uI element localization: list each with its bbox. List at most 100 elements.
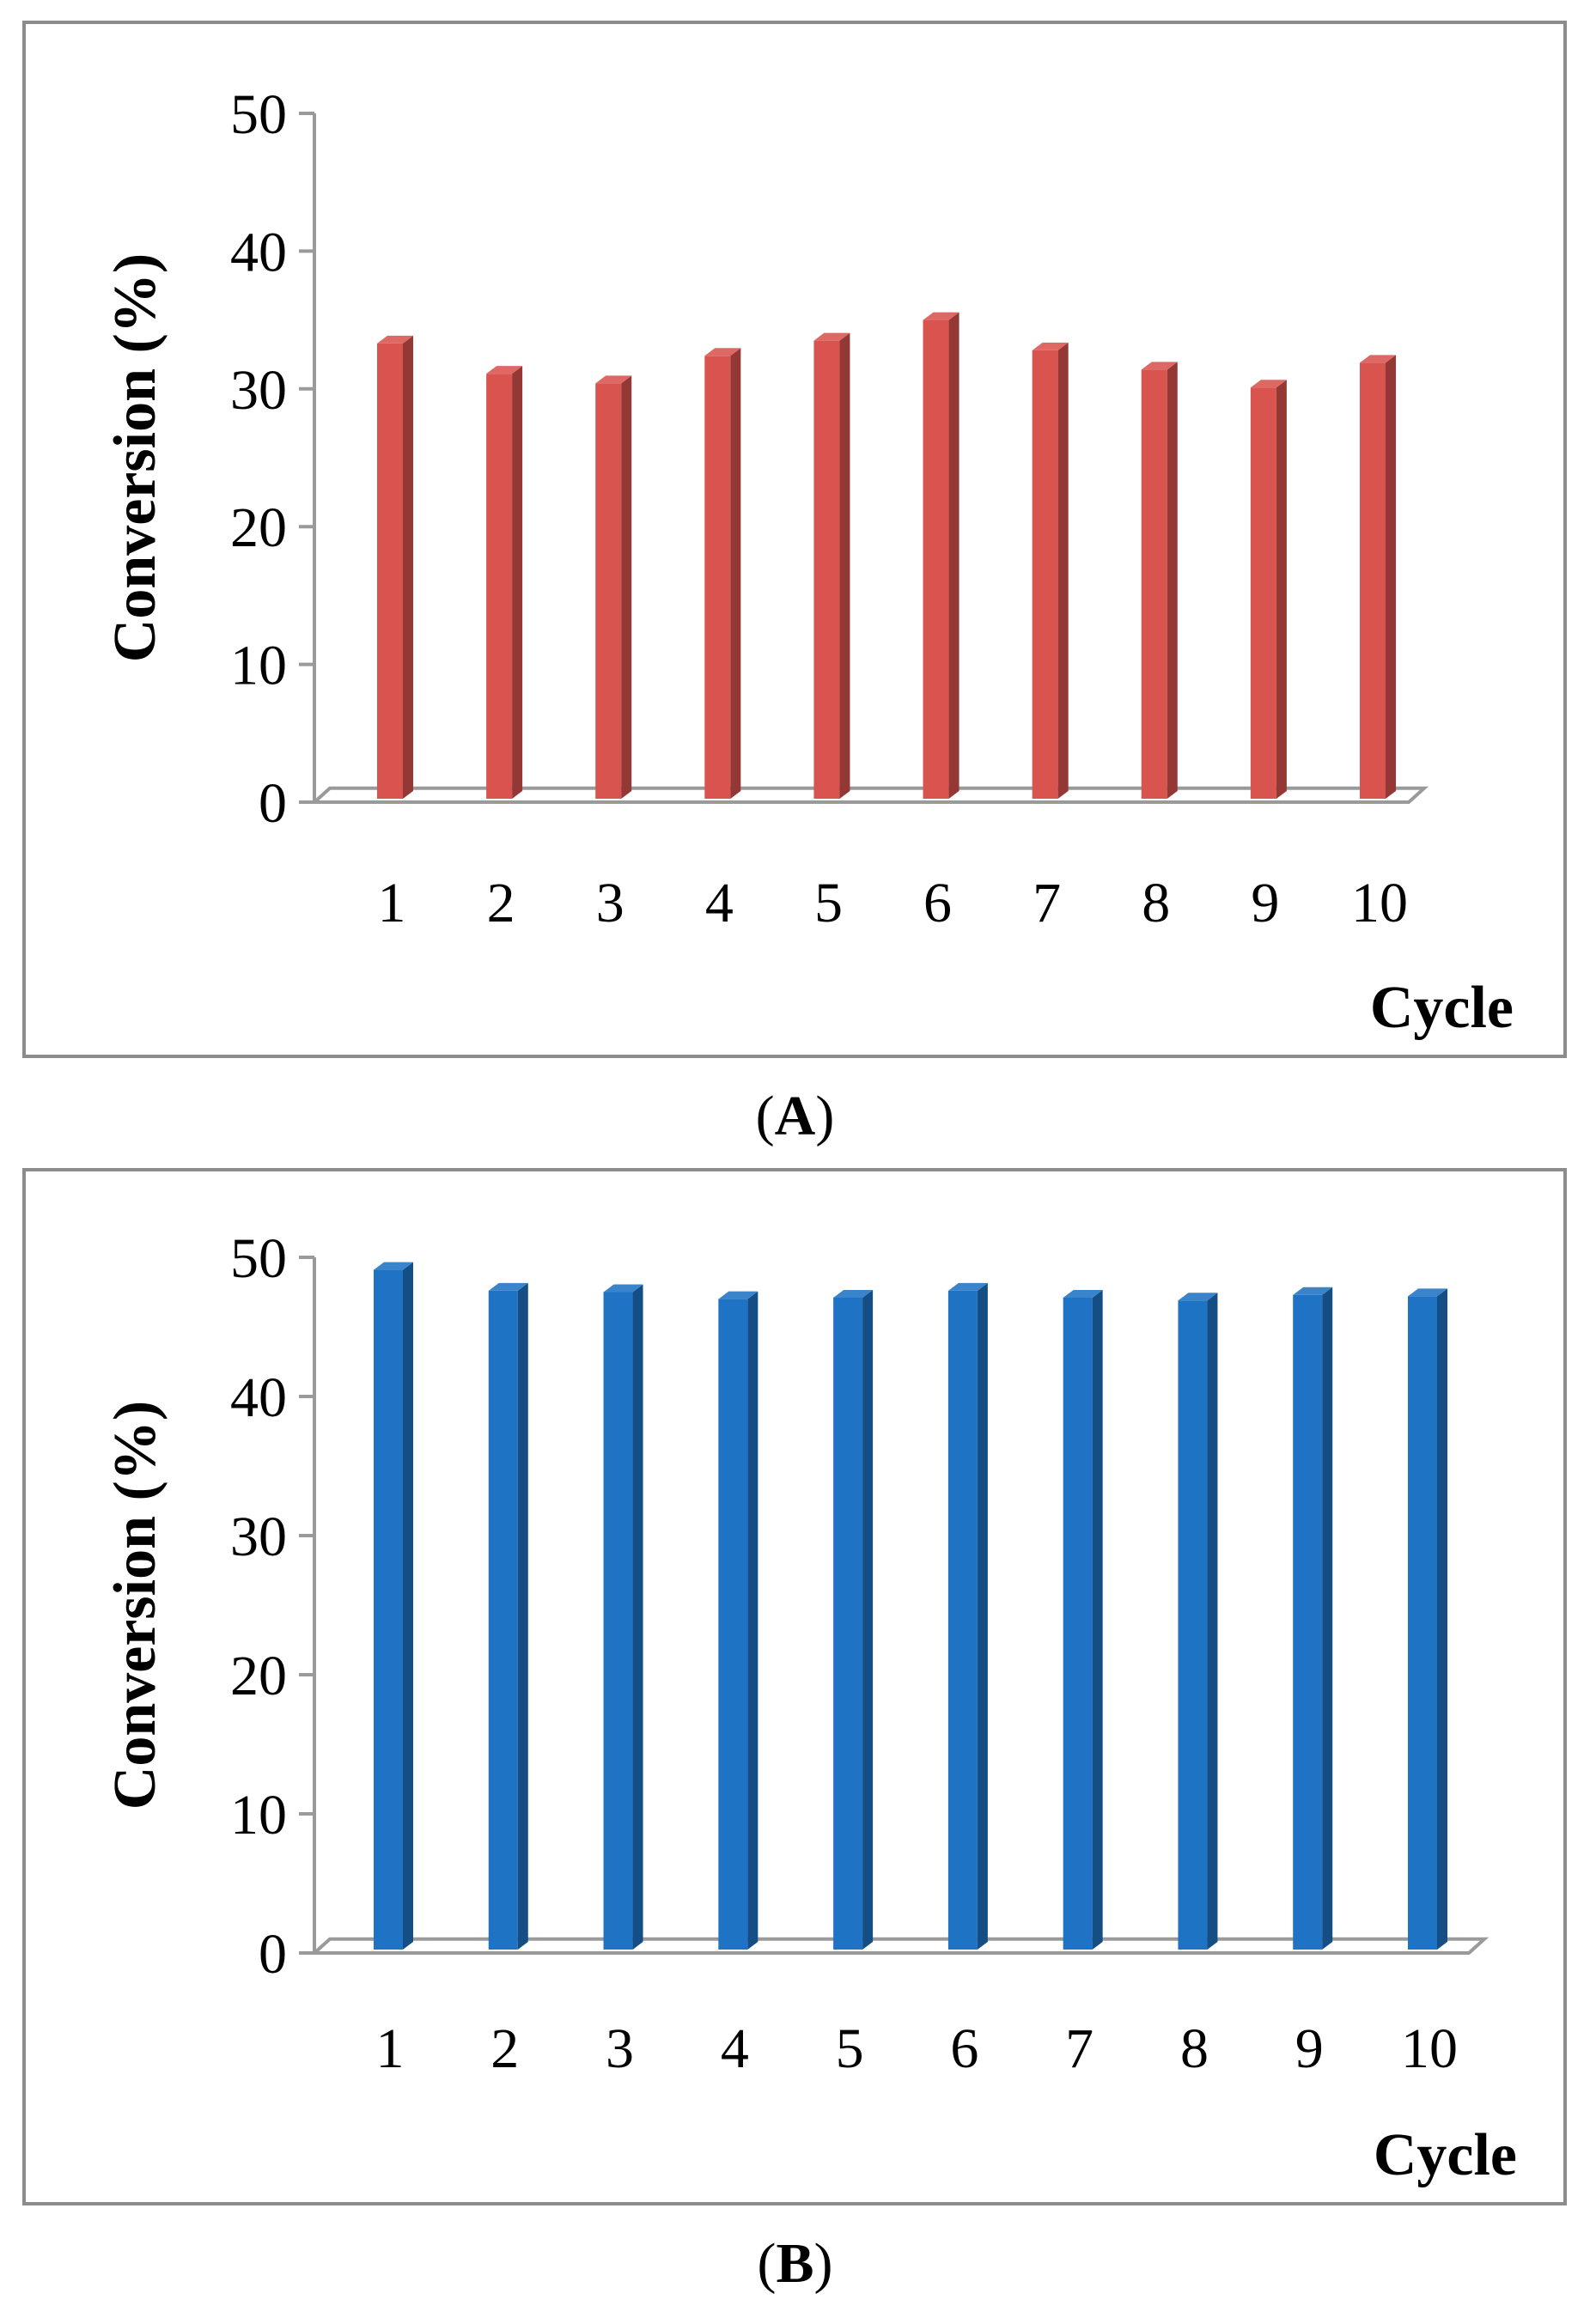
x-tick-label: 2 — [490, 2017, 519, 2080]
x-tick-label: 4 — [705, 872, 734, 934]
x-axis-title: Cycle — [1374, 2122, 1517, 2188]
bar-top-face — [1408, 1288, 1447, 1297]
bar-front-face — [1360, 362, 1386, 799]
bar-side-face — [632, 1284, 643, 1950]
bar-8 — [1178, 1293, 1218, 1950]
bar-side-face — [1057, 342, 1069, 799]
bar-3 — [603, 1284, 643, 1950]
chart-panel-b: 0 10 20 30 40 50 1 2 3 4 5 6 7 8 9 10 Conversion (%) Cycl… — [22, 1168, 1567, 2205]
bar-top-face — [377, 335, 413, 344]
bar-10 — [1360, 355, 1396, 800]
y-tick-label: 40 — [230, 221, 287, 283]
bar-6 — [947, 1282, 988, 1950]
x-tick-label: 5 — [814, 872, 843, 934]
panel-label-b-letter: B — [776, 2232, 814, 2295]
bar-front-face — [1032, 350, 1058, 799]
panel-label-a: (A) — [755, 1085, 835, 1147]
bar-9 — [1293, 1287, 1333, 1950]
chart-panel-a: 0 10 20 30 40 50 1 2 3 4 5 6 7 8 9 10 Conversion (%) Cycl… — [22, 21, 1567, 1058]
x-tick-label: 5 — [836, 2017, 864, 2080]
bar-top-face — [488, 1282, 528, 1291]
bar-side-face — [1167, 362, 1178, 799]
bar-top-face — [1250, 380, 1287, 388]
y-tick-label: 0 — [259, 772, 287, 835]
bar-2 — [486, 366, 523, 799]
bar-front-face — [1178, 1300, 1208, 1950]
bar-top-face — [718, 1291, 758, 1299]
x-tick-label: 9 — [1295, 2017, 1324, 2080]
bar-front-face — [488, 1290, 518, 1950]
bar-side-face — [1322, 1287, 1333, 1950]
bar-top-face — [1178, 1293, 1218, 1301]
bar-side-face — [1437, 1288, 1447, 1950]
bar-front-face — [1293, 1294, 1323, 1950]
bar-chart-b: 0 10 20 30 40 50 1 2 3 4 5 6 7 8 9 10 Conversion (%) Cycl… — [102, 1227, 1517, 2188]
bar-side-face — [1207, 1293, 1218, 1950]
bar-side-face — [621, 375, 632, 799]
x-tick-label: 1 — [376, 2017, 405, 2080]
x-tick-label: 8 — [1180, 2017, 1209, 2080]
bar-top-face — [813, 332, 850, 341]
bar-front-face — [704, 356, 731, 800]
bar-front-face — [947, 1290, 978, 1950]
bar-side-face — [839, 332, 850, 799]
bar-side-face — [517, 1282, 528, 1950]
bar-top-face — [486, 366, 523, 374]
bar-6 — [923, 312, 959, 800]
bar-side-face — [862, 1289, 874, 1950]
bar-front-face — [486, 374, 513, 799]
y-tick-label: 20 — [230, 1645, 287, 1707]
bar-5 — [833, 1289, 874, 1950]
bar-7 — [1063, 1289, 1103, 1950]
bar-side-face — [403, 335, 413, 799]
bar-front-face — [603, 1292, 633, 1950]
bar-front-face — [595, 383, 622, 799]
x-tick-label: 1 — [378, 872, 406, 934]
x-axis-title: Cycle — [1370, 975, 1514, 1041]
bar-5 — [813, 332, 850, 799]
bar-3 — [595, 375, 632, 799]
y-tick-label: 10 — [230, 1784, 287, 1846]
x-tick-label: 2 — [487, 872, 515, 934]
y-tick-label: 50 — [230, 83, 287, 146]
bar-side-face — [977, 1282, 988, 1950]
bar-8 — [1141, 362, 1178, 799]
bar-top-face — [833, 1289, 874, 1298]
bar-side-face — [948, 312, 959, 800]
bar-top-face — [1063, 1289, 1103, 1298]
y-tick-label: 50 — [230, 1227, 287, 1290]
bar-top-face — [1032, 342, 1069, 350]
bar-1 — [377, 335, 413, 799]
bar-front-face — [1250, 387, 1276, 799]
x-tick-label: 4 — [721, 2017, 749, 2080]
bar-top-face — [923, 312, 959, 320]
x-tick-label: 10 — [1351, 872, 1408, 934]
x-tick-label: 7 — [1033, 872, 1061, 934]
y-tick-label: 30 — [230, 1506, 287, 1568]
x-tick-label: 7 — [1065, 2017, 1094, 2080]
bar-top-face — [374, 1262, 413, 1270]
bar-top-face — [947, 1282, 988, 1291]
x-tick-label: 6 — [950, 2017, 978, 2080]
y-tick-label: 40 — [230, 1366, 287, 1429]
bar-10 — [1408, 1288, 1447, 1950]
bar-front-face — [813, 340, 840, 799]
bar-top-face — [704, 348, 741, 356]
panel-label-a-letter: A — [774, 1085, 816, 1147]
bar-2 — [488, 1282, 528, 1950]
x-tick-label: 6 — [923, 872, 952, 934]
bar-top-face — [595, 375, 632, 384]
bar-front-face — [833, 1297, 863, 1950]
bar-front-face — [923, 319, 949, 800]
y-tick-label: 0 — [259, 1923, 287, 1986]
x-tick-label: 3 — [596, 872, 624, 934]
bar-front-face — [718, 1299, 748, 1950]
x-tick-label: 8 — [1142, 872, 1170, 934]
bar-top-face — [1360, 355, 1396, 363]
bar-front-face — [377, 343, 403, 799]
y-axis-title: Conversion (%) — [102, 1401, 168, 1810]
bar-1 — [374, 1262, 413, 1950]
bar-front-face — [374, 1269, 403, 1950]
y-tick-label: 20 — [230, 496, 287, 559]
x-tick-label: 10 — [1401, 2017, 1458, 2080]
